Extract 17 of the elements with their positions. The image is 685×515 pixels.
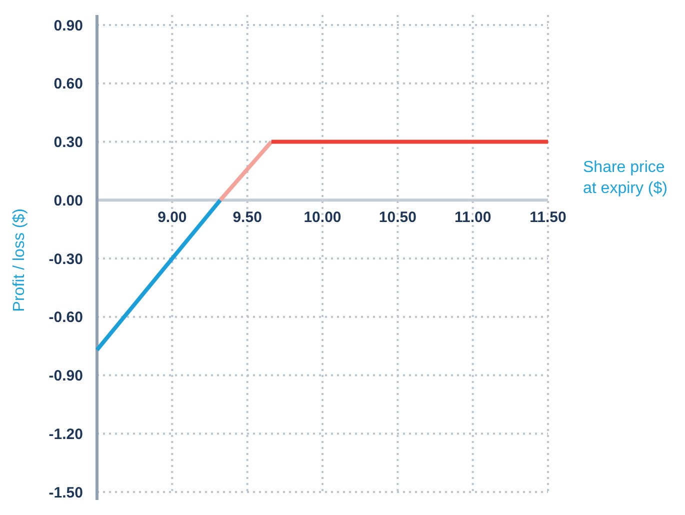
y-tick-label: -0.60 (48, 309, 83, 326)
y-tick-label: 0.90 (54, 17, 83, 34)
x-tick-label: 10.00 (304, 209, 342, 226)
x-tick-label: 11.50 (530, 209, 566, 226)
y-tick-label: -0.30 (48, 250, 83, 268)
y-axis-title: Profit / loss ($) (11, 208, 28, 312)
x-tick-label: 11.00 (454, 209, 492, 226)
y-tick-label: -1.20 (48, 426, 83, 443)
y-tick-label: 0.30 (54, 134, 83, 151)
x-axis-title: Share price at expiry ($) (583, 159, 668, 197)
x-tick-label: 9.50 (232, 209, 262, 226)
y-tick-label: 0.60 (54, 76, 83, 93)
x-tick-label: 9.00 (158, 209, 187, 226)
x-tick-label: 10.50 (378, 209, 416, 226)
y-tick-label: -0.90 (48, 368, 83, 384)
y-tick-label: -1.50 (48, 484, 83, 502)
y-tick-label: 0.00 (54, 192, 83, 210)
